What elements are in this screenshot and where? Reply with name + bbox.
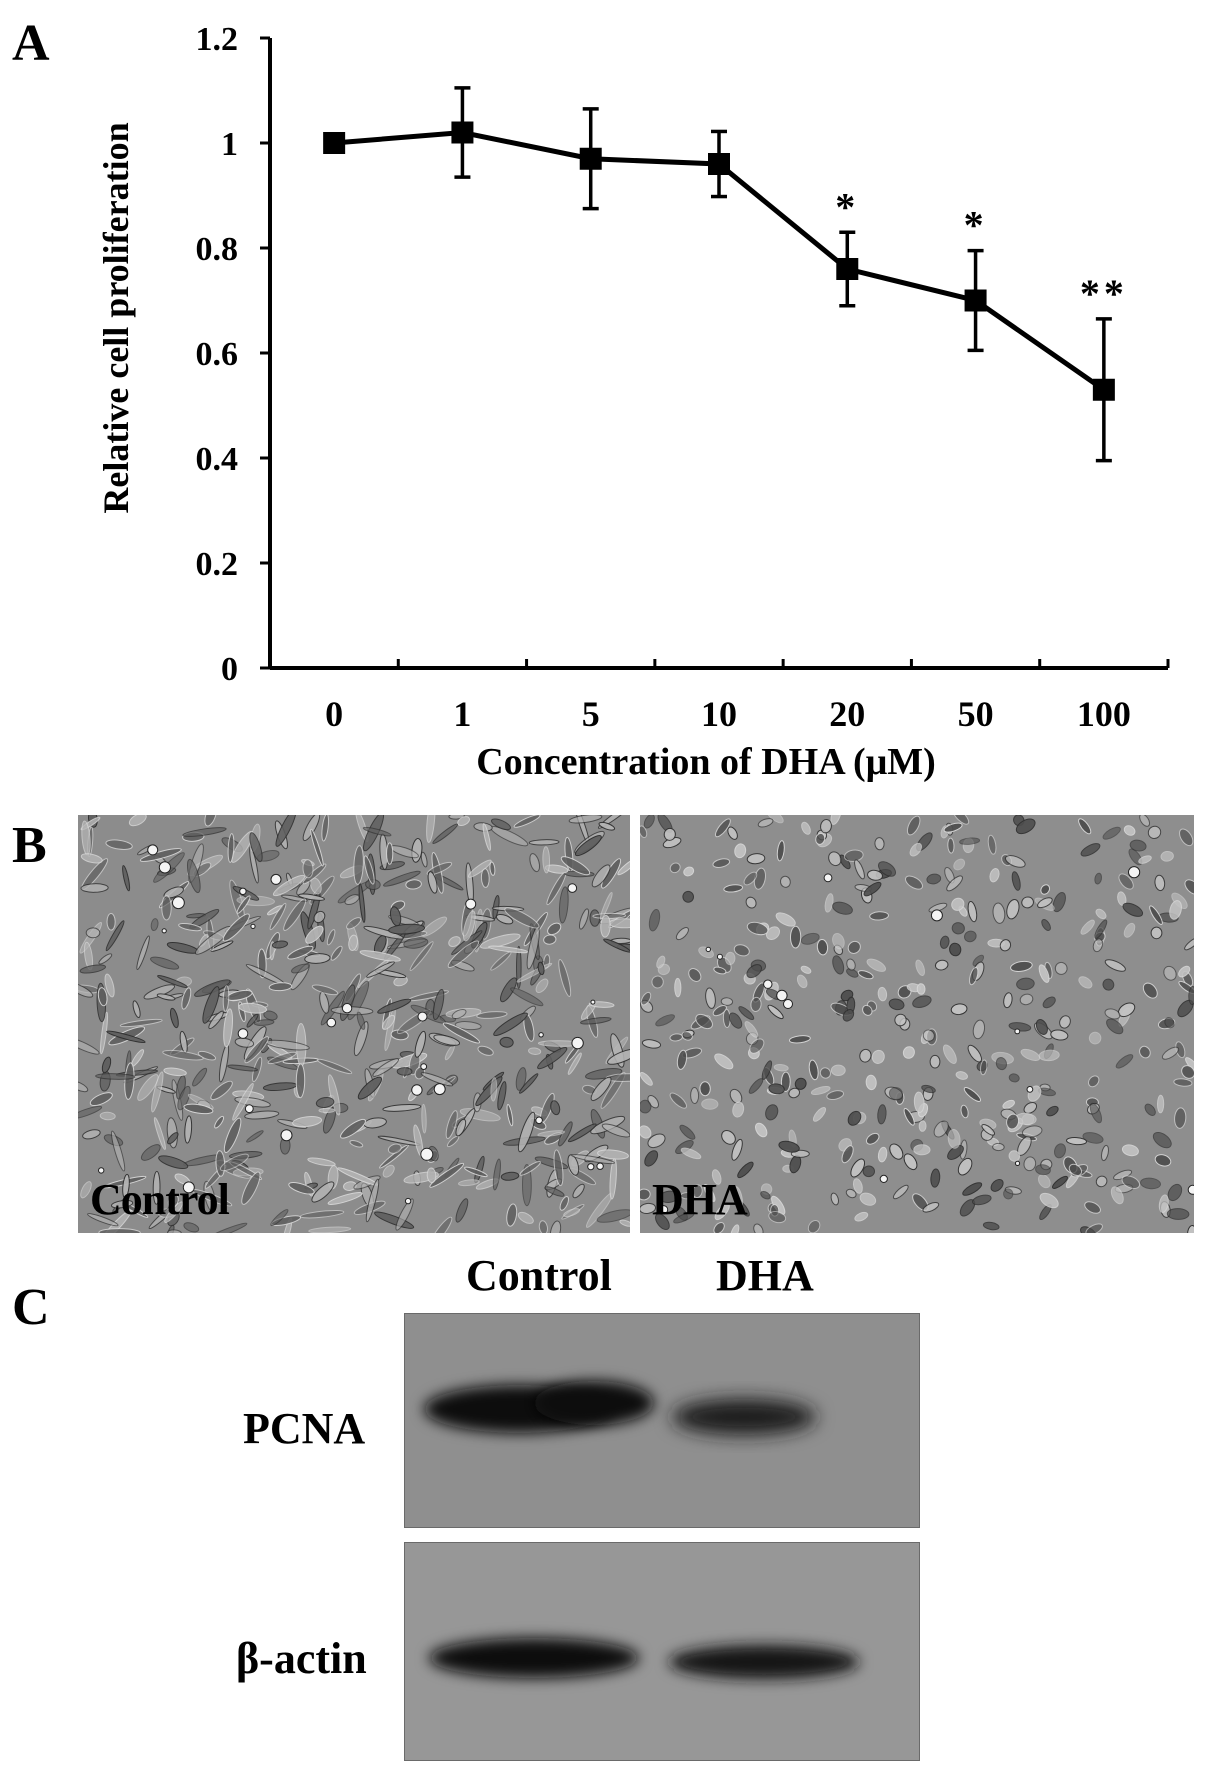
y-tick-label: 0.6	[196, 336, 239, 373]
y-tick-label: 0.2	[196, 546, 239, 583]
band-beta-actin-dha	[669, 1645, 859, 1679]
micrograph-control-image	[78, 815, 630, 1233]
x-tick-label: 20	[829, 694, 865, 734]
band-beta-actin-control	[429, 1638, 639, 1678]
micrograph-control: Control	[78, 815, 630, 1233]
micrograph-dha-image	[640, 815, 1194, 1233]
micrograph-dha-label: DHA	[652, 1175, 748, 1224]
data-point	[836, 258, 859, 280]
x-tick-label: 50	[958, 694, 994, 734]
x-axis-label: Concentration of DHA (μM)	[476, 741, 936, 783]
band-pcna-control	[424, 1381, 654, 1433]
blot-row-label-beta-actin: β-actin	[236, 1634, 367, 1683]
x-tick-label: 100	[1077, 694, 1131, 734]
x-tick-label: 0	[325, 694, 343, 734]
x-tick-label: 10	[701, 694, 737, 734]
data-point	[451, 121, 474, 144]
y-tick-label: 0.8	[196, 231, 239, 268]
blot-row-label-pcna: PCNA	[243, 1404, 366, 1453]
blot-lane-label-dha: DHA	[716, 1251, 814, 1300]
significance-marker: **	[1080, 271, 1128, 316]
data-point	[964, 289, 987, 312]
blot-strip-pcna-image	[404, 1313, 920, 1528]
data-point	[323, 132, 346, 154]
significance-marker: *	[964, 203, 988, 248]
blot-strip-beta-actin	[404, 1542, 920, 1761]
micrograph-dha: DHA	[640, 815, 1194, 1233]
panel-letter-a: A	[12, 15, 50, 72]
y-tick-label: 0	[221, 651, 238, 688]
data-point	[579, 147, 602, 170]
y-tick-label: 1	[221, 126, 238, 163]
data-point	[1092, 378, 1115, 401]
panel-letter-b: B	[12, 817, 47, 874]
band-pcna-dha	[672, 1399, 816, 1435]
blot-strip-beta-actin-image	[404, 1542, 920, 1761]
panel-letter-c: C	[12, 1279, 50, 1336]
x-tick-label: 1	[453, 694, 471, 734]
data-point	[708, 153, 730, 175]
significance-marker: *	[835, 184, 859, 229]
blot-lane-label-control: Control	[466, 1251, 612, 1300]
blot-strip-pcna	[404, 1313, 920, 1528]
x-tick-label: 5	[582, 694, 600, 734]
y-axis-label: Relative cell proliferation	[96, 122, 136, 513]
proliferation-line-chart: Relative cell proliferation Concentratio…	[96, 21, 1170, 783]
y-tick-label: 0.4	[196, 441, 239, 478]
micrograph-control-label: Control	[90, 1175, 230, 1224]
y-tick-label: 1.2	[196, 21, 239, 58]
